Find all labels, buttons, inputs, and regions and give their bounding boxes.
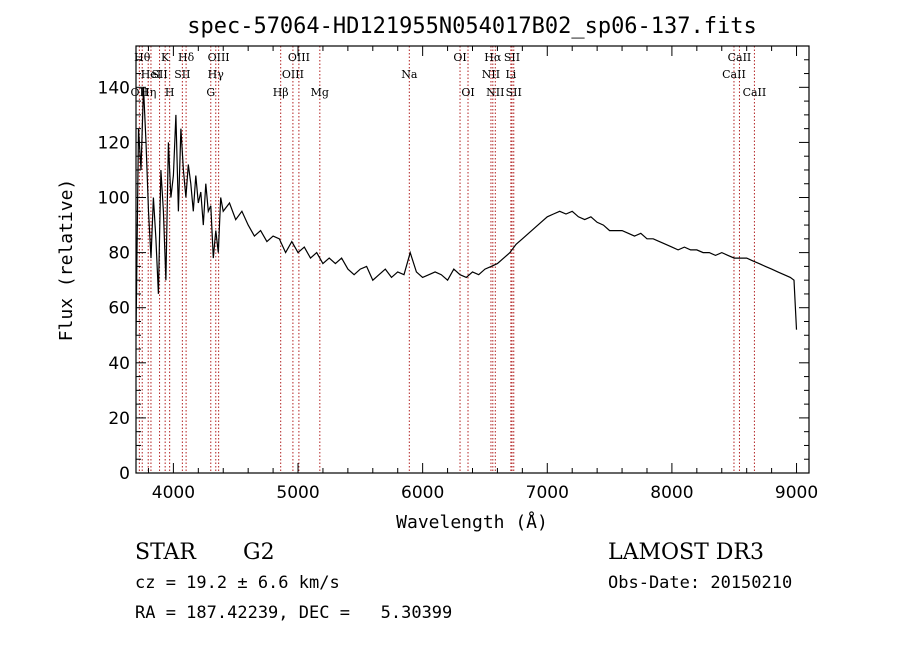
- y-tick-label-1: 20: [108, 409, 130, 429]
- y-tick-label-5: 100: [98, 189, 130, 209]
- line-label-17: OI: [453, 51, 466, 64]
- line-label-22: Li: [505, 68, 516, 81]
- line-label-23: SII: [504, 51, 520, 64]
- line-label-16: Na: [401, 68, 418, 81]
- line-label-13: OIII: [282, 68, 304, 81]
- y-axis-label: Flux (relative): [56, 179, 77, 342]
- line-label-3: HeI: [141, 68, 161, 81]
- x-tick-label-3: 7000: [526, 483, 569, 503]
- y-tick-label-0: 0: [119, 464, 130, 484]
- coordinates: RA = 187.42239, DEC = 5.30399: [135, 603, 453, 623]
- survey-name: LAMOST DR3: [608, 540, 764, 565]
- chart-title: spec-57064-HD121955N054017B02_sp06-137.f…: [187, 14, 757, 39]
- object-class: STAR: [135, 540, 196, 565]
- y-axis: 0 20 40 60 80 100 120 140: [98, 59, 809, 484]
- obs-date: Obs-Date: 20150210: [608, 573, 793, 593]
- line-labels-layer: OIIHθHηHeISIIKHSIIHδGHγOIIIHβOIIIOIIIMgN…: [131, 51, 767, 99]
- subclass: G2: [243, 540, 275, 565]
- x-tick-label-1: 5000: [276, 483, 319, 503]
- line-label-9: G: [206, 86, 215, 99]
- line-label-24: SII: [506, 86, 522, 99]
- line-label-19: NII: [482, 68, 500, 81]
- x-tick-label-0: 4000: [152, 483, 195, 503]
- y-tick-label-4: 80: [108, 244, 130, 264]
- x-axis-label: Wavelength (Å): [396, 511, 548, 533]
- x-tick-label-2: 6000: [401, 483, 444, 503]
- line-label-11: OIII: [208, 51, 230, 64]
- y-tick-label-7: 140: [98, 78, 130, 98]
- line-label-10: Hγ: [208, 68, 225, 81]
- plot-frame: [135, 45, 810, 474]
- line-label-20: Hα: [484, 51, 502, 64]
- line-label-26: CaII: [728, 51, 752, 64]
- spectrum-line: [135, 87, 798, 336]
- line-label-7: SII: [174, 68, 190, 81]
- line-label-27: CaII: [743, 86, 767, 99]
- line-label-2: Hη: [140, 86, 156, 99]
- emission-lines-layer: [138, 46, 755, 473]
- x-tick-label-4: 8000: [650, 483, 693, 503]
- y-tick-label-3: 60: [108, 299, 130, 319]
- x-tick-label-5: 9000: [775, 483, 818, 503]
- line-label-25: CaII: [722, 68, 746, 81]
- line-label-15: Mg: [311, 86, 329, 99]
- line-label-21: NII: [486, 86, 504, 99]
- line-label-6: H: [165, 86, 175, 99]
- line-label-4: SII: [151, 68, 167, 81]
- line-label-12: Hβ: [273, 86, 289, 99]
- line-label-1: Hθ: [134, 51, 151, 64]
- x-axis: 4000 5000 6000 7000 8000 9000: [147, 46, 818, 503]
- redshift-value: cz = 19.2 ± 6.6 km/s: [135, 573, 340, 593]
- line-label-8: Hδ: [178, 51, 195, 64]
- line-label-18: OI: [461, 86, 474, 99]
- y-tick-label-2: 40: [108, 354, 130, 374]
- y-tick-label-6: 120: [98, 133, 130, 153]
- line-label-14: OIII: [288, 51, 310, 64]
- line-label-5: K: [161, 51, 170, 64]
